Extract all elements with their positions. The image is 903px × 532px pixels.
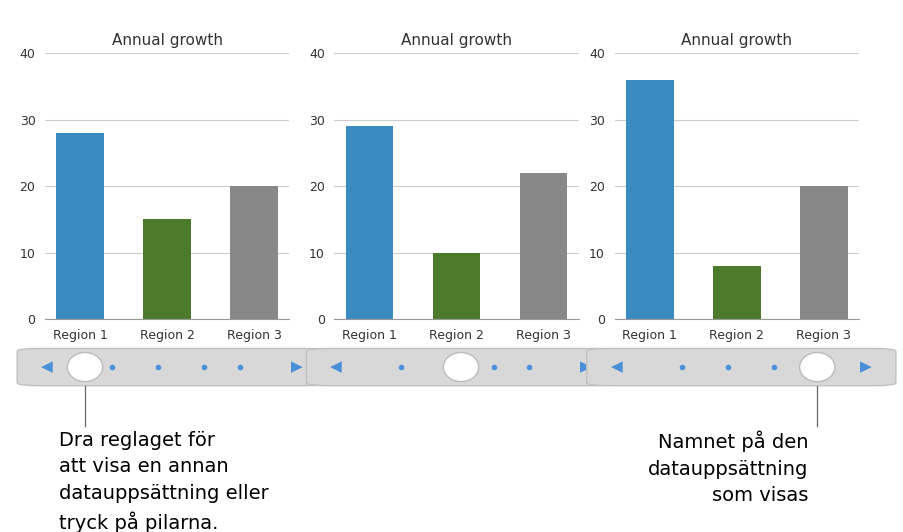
FancyBboxPatch shape	[586, 348, 895, 386]
Bar	[345, 126, 393, 319]
Ellipse shape	[68, 353, 103, 381]
Text: ◀: ◀	[42, 360, 52, 375]
Title: Annual growth: Annual growth	[112, 33, 222, 48]
Text: ▶: ▶	[580, 360, 591, 375]
Bar	[519, 173, 567, 319]
Bar	[712, 266, 759, 319]
Bar	[230, 186, 278, 319]
Title: Annual growth: Annual growth	[401, 33, 511, 48]
Bar	[433, 253, 479, 319]
Text: ◀: ◀	[610, 360, 621, 375]
Title: Annual growth: Annual growth	[681, 33, 791, 48]
Bar	[625, 80, 673, 319]
Text: ◀: ◀	[330, 360, 341, 375]
Bar	[799, 186, 847, 319]
Bar	[144, 219, 191, 319]
Text: ▶: ▶	[291, 360, 302, 375]
Text: Namnet på den
datauppsättning
som visas: Namnet på den datauppsättning som visas	[647, 431, 807, 505]
Ellipse shape	[443, 353, 479, 381]
X-axis label: 2015: 2015	[719, 347, 753, 361]
X-axis label: 2014: 2014	[439, 347, 473, 361]
X-axis label: 2013: 2013	[150, 347, 184, 361]
Bar	[56, 133, 104, 319]
Text: ▶: ▶	[860, 360, 870, 375]
Text: Dra reglaget för
att visa en annan
datauppsättning eller
tryck på pilarna.: Dra reglaget för att visa en annan datau…	[59, 431, 268, 532]
FancyBboxPatch shape	[17, 348, 326, 386]
Ellipse shape	[798, 353, 834, 381]
FancyBboxPatch shape	[306, 348, 615, 386]
